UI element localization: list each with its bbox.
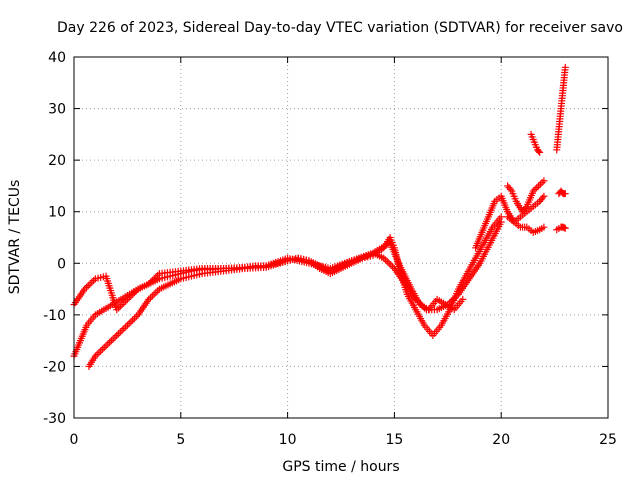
y-tick-label: 0	[57, 256, 66, 272]
data-marker	[521, 204, 529, 212]
axis-ticks: 0 5 10 15 20 25 -30 -20 -10 0 10 20 30 40	[43, 50, 617, 448]
data-point	[540, 192, 548, 200]
x-axis-label: GPS time / hours	[282, 459, 399, 475]
y-tick-label: 40	[48, 50, 66, 66]
y-tick-label: 20	[48, 153, 66, 169]
data-point	[540, 177, 548, 185]
series-track-f	[504, 177, 548, 216]
data-marker	[538, 194, 546, 202]
data-point	[561, 190, 569, 198]
series-track-c	[70, 239, 467, 314]
data-point	[561, 224, 569, 232]
series-track-g	[527, 130, 544, 156]
data-point	[497, 218, 505, 226]
y-tick-label: -20	[43, 359, 66, 375]
y-tick-label: -30	[43, 411, 66, 427]
series-track-h	[553, 63, 569, 154]
x-tick-label: 25	[599, 432, 617, 448]
y-axis-label: SDTVAR / TECUs	[7, 180, 23, 295]
data-point	[459, 295, 467, 303]
series-track-j	[553, 223, 569, 234]
data-point	[536, 148, 544, 156]
y-tick-label: 10	[48, 205, 66, 221]
x-tick-label: 5	[176, 432, 185, 448]
data-point	[561, 63, 569, 71]
x-tick-label: 15	[385, 432, 403, 448]
x-tick-label: 20	[492, 432, 510, 448]
y-tick-label: -10	[43, 308, 66, 324]
grid	[74, 57, 608, 418]
y-tick-label: 30	[48, 102, 66, 118]
series-track-i	[555, 187, 569, 198]
chart-title: Day 226 of 2023, Sidereal Day-to-day VTE…	[57, 20, 623, 36]
data-marker	[506, 185, 514, 193]
plot-frame	[73, 56, 609, 419]
data-series	[70, 63, 569, 370]
data-point	[540, 223, 548, 231]
x-tick-label: 10	[279, 432, 297, 448]
data-marker	[535, 147, 543, 155]
x-tick-label: 0	[70, 432, 79, 448]
series-track-e	[504, 213, 548, 236]
